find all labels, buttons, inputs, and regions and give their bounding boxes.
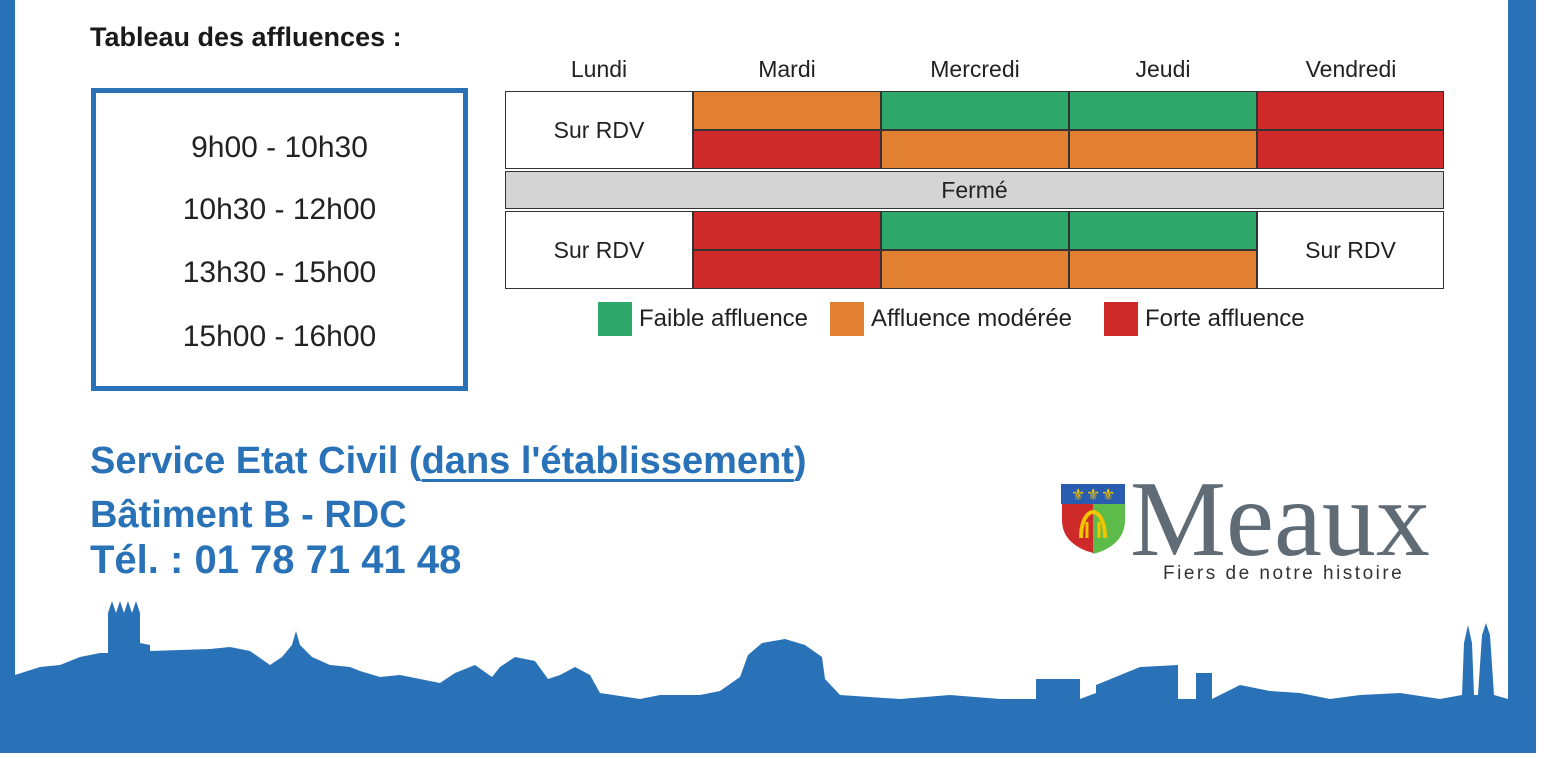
svg-text:⚜: ⚜: [1101, 485, 1115, 504]
legend-swatch-forte: [1104, 302, 1138, 336]
affluence-cell-forte: [693, 250, 881, 289]
closed-band: Fermé: [505, 171, 1444, 209]
cell-sur-rdv: Sur RDV: [505, 211, 693, 289]
service-name-suffix: ): [793, 440, 807, 482]
legend-label-moderee: Affluence modérée: [871, 305, 1073, 332]
hour-slot: 10h30 - 12h00: [182, 193, 377, 226]
affluence-cell-faible: [881, 91, 1069, 130]
affluence-cell-moderee: [881, 250, 1069, 289]
service-location-link[interactable]: dans l'établissement: [421, 440, 794, 482]
day-header-mercredi: Mercredi: [930, 56, 1020, 82]
hour-slot: 9h00 - 10h30: [191, 131, 368, 164]
legend-label-forte: Forte affluence: [1145, 305, 1305, 332]
blue-frame-left: [0, 0, 15, 753]
affluence-cell-moderee: [693, 91, 881, 130]
city-skyline-illustration: [15, 601, 1508, 710]
affluence-cell-moderee: [881, 130, 1069, 169]
cell-sur-rdv: Sur RDV: [1257, 211, 1444, 289]
affluence-cell-faible: [1069, 211, 1257, 250]
coat-of-arms-icon: ⚜ ⚜ ⚜: [1060, 483, 1126, 556]
cell-sur-rdv: Sur RDV: [505, 91, 693, 169]
affluence-cell-forte: [693, 130, 881, 169]
hour-slot: 13h30 - 15h00: [182, 256, 377, 289]
svg-text:⚜: ⚜: [1071, 485, 1085, 504]
affluence-cell-forte: [1257, 130, 1444, 169]
affluence-cell-faible: [1069, 91, 1257, 130]
logo-tagline: Fiers de notre histoire: [1163, 563, 1405, 584]
affluence-cell-moderee: [1069, 250, 1257, 289]
legend-swatch-moderee: [830, 302, 864, 336]
affluence-cell-faible: [881, 211, 1069, 250]
svg-text:⚜: ⚜: [1086, 485, 1100, 504]
service-name-prefix: Service Etat Civil (: [90, 440, 422, 482]
logo-wordmark: Meaux: [1130, 460, 1430, 579]
day-header-lundi: Lundi: [570, 56, 628, 82]
blue-frame-right: [1508, 0, 1536, 753]
legend-swatch-faible: [598, 302, 632, 336]
service-name: Service Etat Civil (dans l'établissement…: [90, 440, 807, 483]
day-header-mardi: Mardi: [758, 56, 816, 82]
affluence-cell-forte: [1257, 91, 1444, 130]
day-header-vendredi: Vendredi: [1305, 56, 1397, 82]
service-building: Bâtiment B - RDC: [90, 494, 407, 536]
hours-box: 9h00 - 10h30 10h30 - 12h00 13h30 - 15h00…: [91, 88, 468, 391]
blue-frame-bottom: [0, 708, 1536, 753]
section-title: Tableau des affluences :: [90, 22, 402, 52]
service-phone: Tél. : 01 78 71 41 48: [90, 538, 462, 582]
legend-label-faible: Faible affluence: [639, 305, 809, 332]
hour-slot: 15h00 - 16h00: [182, 320, 377, 353]
affluence-cell-forte: [693, 211, 881, 250]
affluence-cell-moderee: [1069, 130, 1257, 169]
day-header-jeudi: Jeudi: [1135, 56, 1191, 82]
